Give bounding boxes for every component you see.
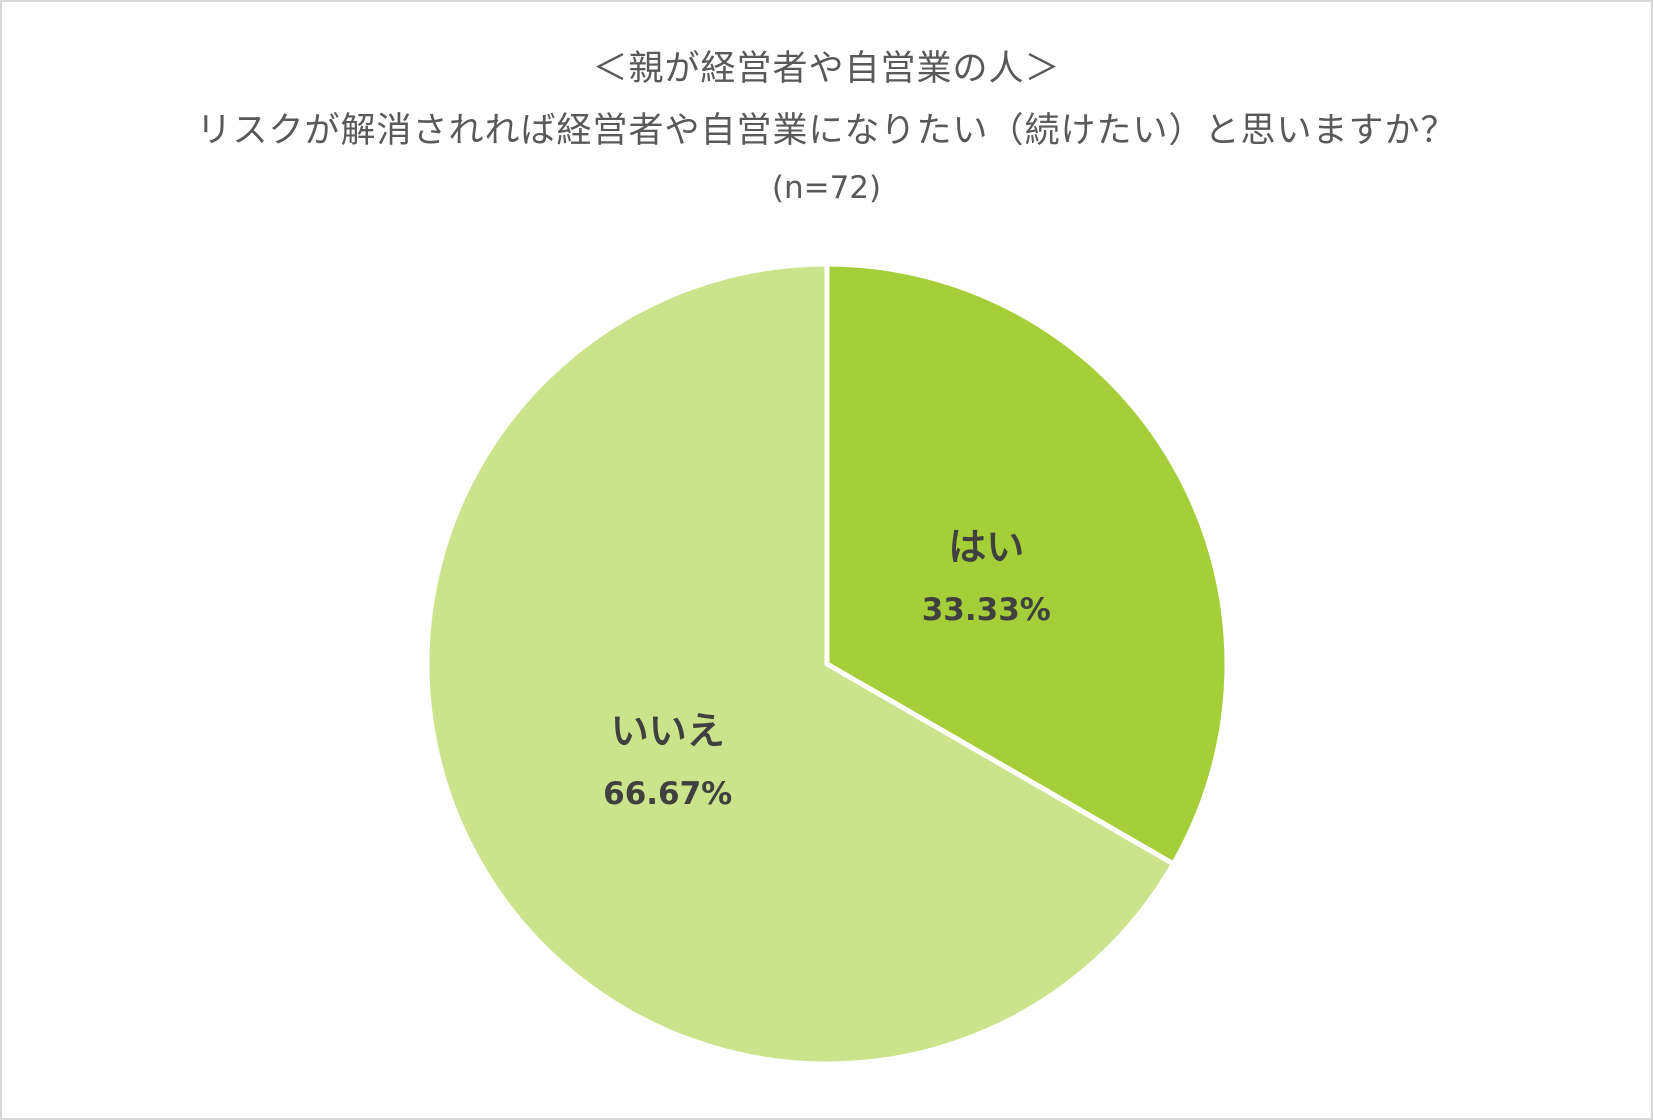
slice-label-no: いいえ [611, 709, 725, 753]
slice-label-yes: はい [948, 525, 1024, 569]
chart-titles: ＜親が経営者や自営業の人＞ リスクが解消されれば経営者や自営業になりたい（続けた… [0, 38, 1653, 214]
slice-value-yes: 33.33% [922, 592, 1051, 628]
chart-title-line-1: ＜親が経営者や自営業の人＞ [592, 49, 1061, 89]
chart-title-line-2: リスクが解消されれば経営者や自営業になりたい（続けたい）と思いますか？ [196, 111, 1457, 151]
pie-slice-no [424, 261, 1176, 1067]
pie-slice-yes [824, 261, 1230, 867]
slice-value-no: 66.67% [603, 776, 732, 812]
chart-subtitle: (n=72) [771, 170, 882, 206]
